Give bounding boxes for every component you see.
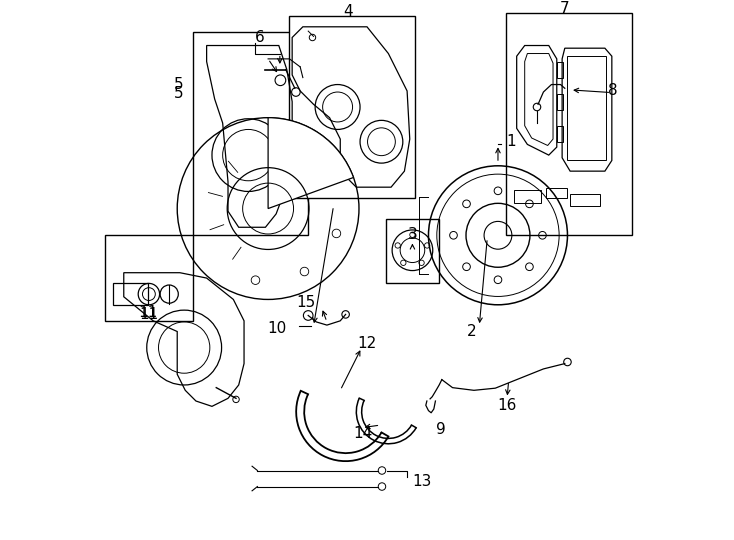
Bar — [546, 188, 567, 198]
Text: 3: 3 — [407, 227, 418, 242]
Text: 1: 1 — [506, 134, 516, 149]
Text: 5: 5 — [174, 77, 184, 92]
Bar — [557, 126, 563, 141]
Bar — [289, 16, 415, 198]
Text: 11: 11 — [138, 305, 158, 320]
Text: 16: 16 — [498, 398, 517, 413]
Bar — [105, 235, 193, 321]
Bar — [385, 219, 439, 284]
Text: 14: 14 — [354, 426, 373, 441]
Text: 12: 12 — [357, 336, 377, 352]
Wedge shape — [268, 118, 354, 208]
Text: 10: 10 — [268, 321, 287, 336]
Bar — [514, 190, 541, 203]
Text: 9: 9 — [436, 422, 446, 437]
Bar — [557, 93, 563, 110]
Bar — [113, 284, 148, 305]
Bar — [193, 32, 308, 235]
Text: 6: 6 — [255, 30, 265, 45]
Text: 11: 11 — [139, 307, 159, 322]
Text: 8: 8 — [608, 84, 618, 98]
Bar — [557, 62, 563, 78]
Text: 2: 2 — [466, 324, 476, 339]
Text: 13: 13 — [413, 474, 432, 489]
Bar — [506, 14, 632, 235]
Bar — [570, 194, 600, 206]
Text: 4: 4 — [344, 4, 353, 19]
Text: 15: 15 — [296, 295, 315, 309]
Text: 5: 5 — [174, 86, 184, 101]
Text: 7: 7 — [560, 1, 570, 16]
